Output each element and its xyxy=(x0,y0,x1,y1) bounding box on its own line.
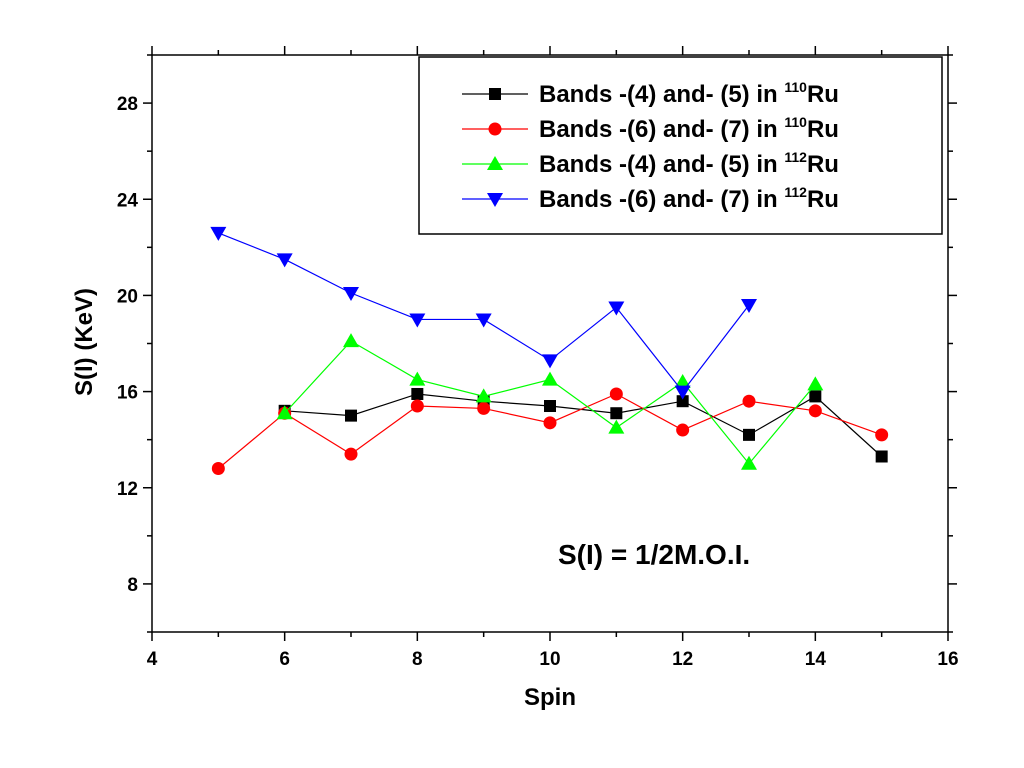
legend-entry: Bands -(6) and- (7) in 112Ru xyxy=(462,184,839,213)
data-point xyxy=(475,388,492,403)
x-tick-label: 4 xyxy=(147,649,158,670)
axes: 4 6 8 10 12 14 16 8 12 16 20 24 28 xyxy=(117,46,959,670)
data-point xyxy=(674,373,691,388)
data-point xyxy=(609,387,623,401)
series-line xyxy=(218,232,750,393)
data-point xyxy=(409,371,426,386)
legend-entry: Bands -(4) and- (5) in 110Ru xyxy=(462,79,839,108)
data-point xyxy=(608,419,625,434)
x-tick-label: 14 xyxy=(805,649,827,670)
data-point xyxy=(343,333,359,348)
legend-marker xyxy=(488,122,502,136)
data-point xyxy=(674,385,691,400)
legend-entry: Bands -(6) and- (7) in 110Ru xyxy=(462,114,839,143)
data-point xyxy=(343,287,359,302)
data-point xyxy=(345,409,357,422)
series-3 xyxy=(276,333,824,470)
x-axis-title: Spin xyxy=(524,684,576,711)
series-4 xyxy=(210,226,757,400)
data-point xyxy=(676,395,689,408)
data-point xyxy=(477,401,491,415)
legend: Bands -(4) and- (5) in 110Ru Bands -(6) a… xyxy=(418,56,943,235)
data-point xyxy=(543,416,557,430)
data-point xyxy=(409,313,426,328)
data-point xyxy=(743,428,755,441)
data-point xyxy=(210,226,227,241)
x-tick-label: 16 xyxy=(937,649,958,670)
data-point xyxy=(742,394,756,408)
x-tick-label: 12 xyxy=(672,649,693,670)
legend-label: Bands -(6) and- (7) in 110Ru xyxy=(539,114,839,143)
data-point xyxy=(276,253,293,268)
x-tick-label: 10 xyxy=(539,649,560,670)
series-layer xyxy=(210,226,889,476)
series-2 xyxy=(211,387,889,476)
legend-marker xyxy=(489,88,501,100)
legend-label: Bands -(4) and- (5) in 112Ru xyxy=(539,149,839,178)
x-tick-label: 6 xyxy=(279,649,290,670)
data-point xyxy=(809,390,822,403)
legend-label: Bands -(6) and- (7) in 112Ru xyxy=(539,184,839,213)
series-1 xyxy=(278,387,888,463)
legend-box xyxy=(418,56,943,235)
y-tick-label: 28 xyxy=(117,94,138,115)
data-point xyxy=(741,455,757,470)
data-point xyxy=(475,313,492,328)
data-point xyxy=(808,404,822,418)
legend-entry: Bands -(4) and- (5) in 112Ru xyxy=(462,149,839,178)
y-tick-label: 16 xyxy=(117,383,138,404)
y-tick-label: 12 xyxy=(117,479,138,500)
legend-marker xyxy=(487,156,503,170)
data-point xyxy=(741,299,757,314)
data-point xyxy=(542,354,558,369)
data-point xyxy=(542,371,558,386)
data-point xyxy=(608,301,625,316)
y-tick-label: 20 xyxy=(117,286,138,307)
legend-label: Bands -(4) and- (5) in 110Ru xyxy=(539,79,839,108)
data-point xyxy=(411,387,424,400)
data-point xyxy=(875,450,888,463)
data-point xyxy=(544,400,556,413)
y-tick-label: 24 xyxy=(117,190,139,211)
y-tick-label: 8 xyxy=(127,575,138,596)
data-point xyxy=(676,423,690,437)
data-point xyxy=(610,407,623,420)
series-line xyxy=(284,393,883,457)
data-point xyxy=(875,428,889,442)
data-point xyxy=(211,462,225,476)
data-point xyxy=(807,376,824,391)
data-point xyxy=(276,405,293,420)
y-axis-title: S(I) (KeV) xyxy=(71,288,98,396)
annotation-text: S(I) = 1/2M.O.I. xyxy=(558,539,750,570)
data-point xyxy=(410,399,424,413)
x-tick-label: 8 xyxy=(412,649,423,670)
legend-marker xyxy=(487,193,503,207)
data-point xyxy=(344,447,358,461)
